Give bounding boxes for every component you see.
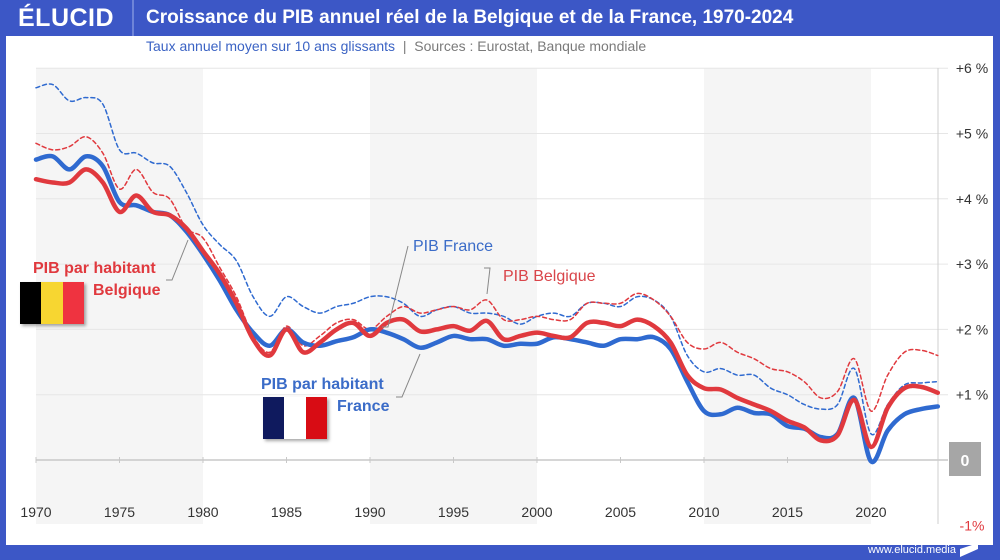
label-pib-hab-belgique-2: Belgique (93, 282, 161, 299)
y-tick-label: +6 % (956, 60, 988, 76)
chart-subtitle: Taux annuel moyen sur 10 ans glissants |… (146, 38, 646, 54)
flag-stripe (284, 397, 306, 439)
y-tick-label: +3 % (956, 256, 988, 272)
x-tick-label: 1970 (20, 504, 51, 520)
elucid-mark-icon (960, 543, 978, 557)
label-pib-hab-belgique-1: PIB par habitant (33, 260, 156, 277)
belgium-flag-icon (20, 282, 84, 324)
x-tick-label: 1995 (438, 504, 469, 520)
label-pib-hab-france-1: PIB par habitant (261, 376, 384, 393)
leader-line (484, 267, 491, 295)
series-line-pib-par-habitant-belgique (33, 167, 941, 450)
leader-line (396, 353, 421, 398)
footer-url[interactable]: www.elucid.media (867, 544, 956, 556)
x-tick-label: 1985 (271, 504, 302, 520)
header-bar: ÉLUCID Croissance du PIB annuel réel de … (0, 0, 1000, 36)
shaded-decade (704, 68, 871, 524)
series-line-pib-france (35, 83, 939, 436)
x-tick-label: 1980 (187, 504, 218, 520)
france-flag-icon (263, 397, 327, 439)
y-tick-label: +1 % (956, 387, 988, 403)
flag-stripe (305, 397, 327, 439)
x-tick-label: 2020 (855, 504, 886, 520)
y-tick-label: -1% (960, 517, 985, 533)
chart-title: Croissance du PIB annuel réel de la Belg… (146, 7, 794, 28)
leader-line (166, 239, 189, 281)
label-pib-france: PIB France (413, 238, 494, 255)
subtitle-separator: | (402, 38, 407, 54)
x-tick-label: 2010 (688, 504, 719, 520)
subtitle-sources: Sources : Eurostat, Banque mondiale (414, 38, 647, 54)
flag-stripe (20, 282, 42, 324)
x-tick-label: 2000 (521, 504, 552, 520)
x-tick-label: 1990 (354, 504, 385, 520)
flag-stripe (62, 282, 84, 324)
elucid-logo: ÉLUCID (18, 4, 115, 32)
y-tick-label: +5 % (956, 126, 988, 142)
x-tick-label: 2005 (605, 504, 636, 520)
subtitle-main: Taux annuel moyen sur 10 ans glissants (146, 38, 396, 54)
y-tick-label: 0 (961, 453, 970, 470)
zero-badge (949, 442, 981, 476)
leader-line (382, 245, 409, 328)
header-divider (132, 0, 134, 36)
y-tick-label: +4 % (956, 191, 988, 207)
flag-stripe (41, 282, 63, 324)
y-tick-label: +2 % (956, 321, 988, 337)
label-pib-belgique: PIB Belgique (503, 268, 596, 285)
x-tick-label: 1975 (104, 504, 135, 520)
x-tick-label: 2015 (772, 504, 803, 520)
shaded-decade (370, 68, 537, 524)
flag-stripe (263, 397, 285, 439)
label-pib-hab-france-2: France (337, 398, 390, 415)
